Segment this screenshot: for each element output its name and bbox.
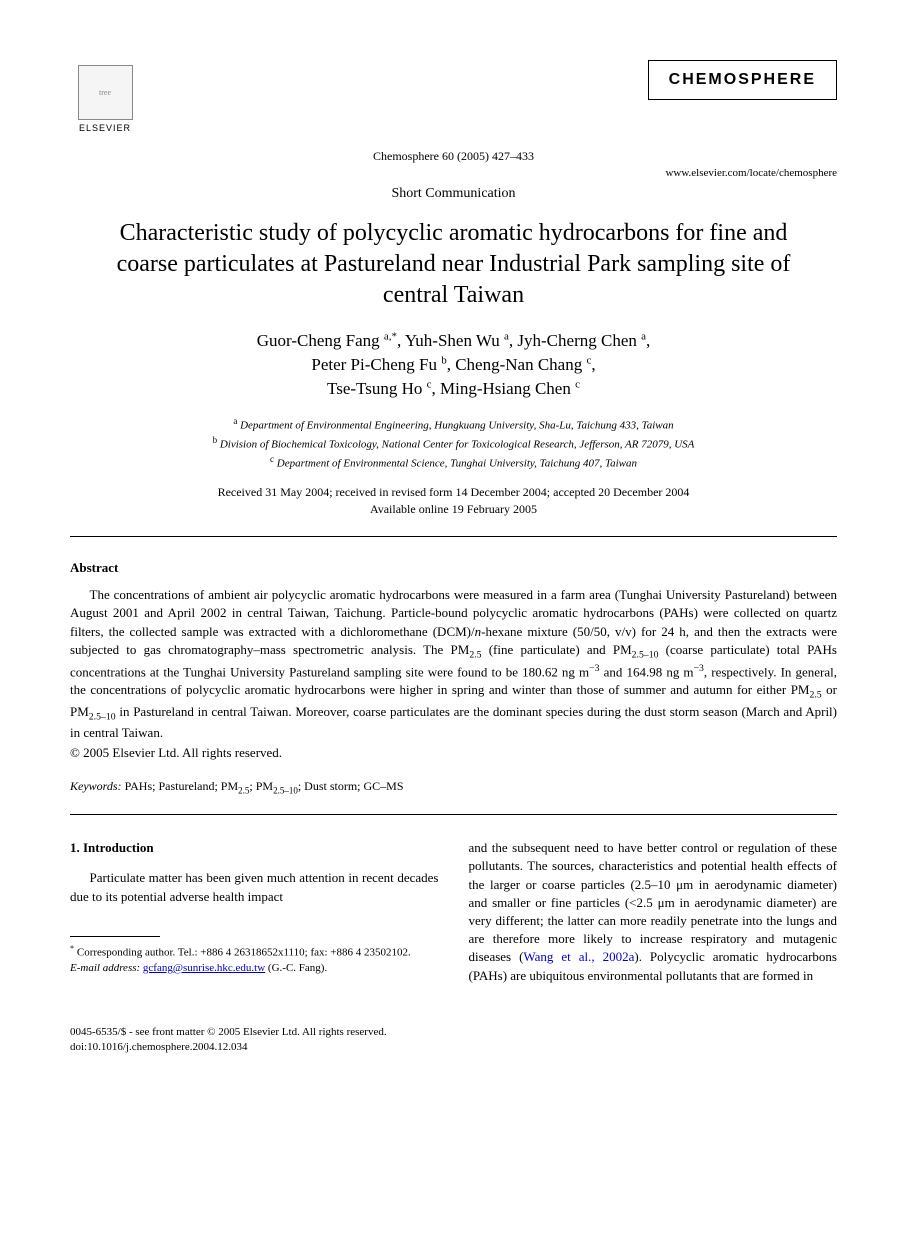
affiliations: a Department of Environmental Engineerin… bbox=[70, 415, 837, 472]
publisher-logo: tree ELSEVIER bbox=[70, 60, 140, 140]
article-title: Characteristic study of polycyclic aroma… bbox=[70, 218, 837, 312]
elsevier-tree-icon: tree bbox=[78, 65, 133, 120]
footer-doi: doi:10.1016/j.chemosphere.2004.12.034 bbox=[70, 1040, 837, 1055]
keywords-label: Keywords: bbox=[70, 779, 122, 793]
email-link[interactable]: gcfang@sunrise.hkc.edu.tw bbox=[143, 962, 265, 974]
abstract-heading: Abstract bbox=[70, 559, 837, 577]
body-columns: 1. Introduction Particulate matter has b… bbox=[70, 839, 837, 985]
page-footer: 0045-6535/$ - see front matter © 2005 El… bbox=[70, 1025, 837, 1056]
footnote-rule bbox=[70, 936, 160, 937]
intro-para-right: and the subsequent need to have better c… bbox=[469, 839, 838, 985]
citation-line: Chemosphere 60 (2005) 427–433 bbox=[70, 148, 837, 164]
intro-para-left: Particulate matter has been given much a… bbox=[70, 869, 439, 905]
keywords: Keywords: PAHs; Pastureland; PM2.5; PM2.… bbox=[70, 778, 837, 797]
header-row: tree ELSEVIER CHEMOSPHERE bbox=[70, 60, 837, 140]
authors-list: Guor-Cheng Fang a,*, Yuh-Shen Wu a, Jyh-… bbox=[70, 329, 837, 400]
article-type: Short Communication bbox=[70, 185, 837, 204]
keywords-text: PAHs; Pastureland; PM2.5; PM2.5–10; Dust… bbox=[125, 779, 404, 793]
column-left: 1. Introduction Particulate matter has b… bbox=[70, 839, 439, 985]
column-right: and the subsequent need to have better c… bbox=[469, 839, 838, 985]
rule-bottom bbox=[70, 814, 837, 815]
rule-top bbox=[70, 536, 837, 537]
dates-online: Available online 19 February 2005 bbox=[70, 501, 837, 518]
affiliation-b: b Division of Biochemical Toxicology, Na… bbox=[70, 434, 837, 453]
publisher-name: ELSEVIER bbox=[79, 122, 131, 134]
journal-name-box: CHEMOSPHERE bbox=[648, 60, 837, 100]
footer-issn: 0045-6535/$ - see front matter © 2005 El… bbox=[70, 1025, 837, 1040]
journal-url[interactable]: www.elsevier.com/locate/chemosphere bbox=[70, 166, 837, 181]
affiliation-c: c Department of Environmental Science, T… bbox=[70, 453, 837, 472]
corresponding-author-footnote: * Corresponding author. Tel.: +886 4 263… bbox=[70, 943, 439, 961]
section-1-heading: 1. Introduction bbox=[70, 839, 439, 857]
affiliation-a: a Department of Environmental Engineerin… bbox=[70, 415, 837, 434]
email-label: E-mail address: bbox=[70, 962, 140, 974]
publication-dates: Received 31 May 2004; received in revise… bbox=[70, 484, 837, 518]
abstract-text: The concentrations of ambient air polycy… bbox=[70, 586, 837, 742]
dates-received: Received 31 May 2004; received in revise… bbox=[70, 484, 837, 501]
email-suffix: (G.-C. Fang). bbox=[268, 962, 327, 974]
email-footnote: E-mail address: gcfang@sunrise.hkc.edu.t… bbox=[70, 961, 439, 976]
abstract-copyright: © 2005 Elsevier Ltd. All rights reserved… bbox=[70, 744, 837, 762]
